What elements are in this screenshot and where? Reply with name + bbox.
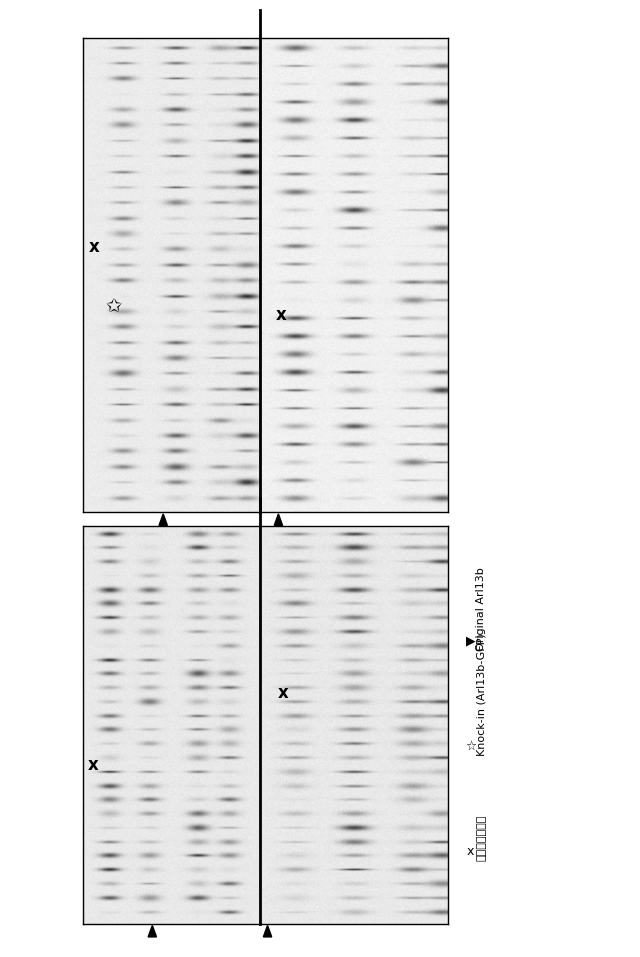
Text: ☆: ☆ bbox=[465, 740, 476, 753]
Text: ✩: ✩ bbox=[106, 297, 122, 316]
Text: x: x bbox=[277, 684, 288, 702]
Text: Original Arl13b: Original Arl13b bbox=[476, 567, 486, 651]
Text: マーカーレーン: マーカーレーン bbox=[476, 815, 486, 861]
Text: x: x bbox=[88, 756, 99, 773]
Text: ▶: ▶ bbox=[465, 634, 476, 648]
Text: x: x bbox=[275, 306, 286, 324]
Text: x: x bbox=[88, 237, 99, 256]
Text: Knock-in (Arl13b-GFP): Knock-in (Arl13b-GFP) bbox=[476, 634, 486, 756]
Text: x: x bbox=[467, 845, 474, 858]
